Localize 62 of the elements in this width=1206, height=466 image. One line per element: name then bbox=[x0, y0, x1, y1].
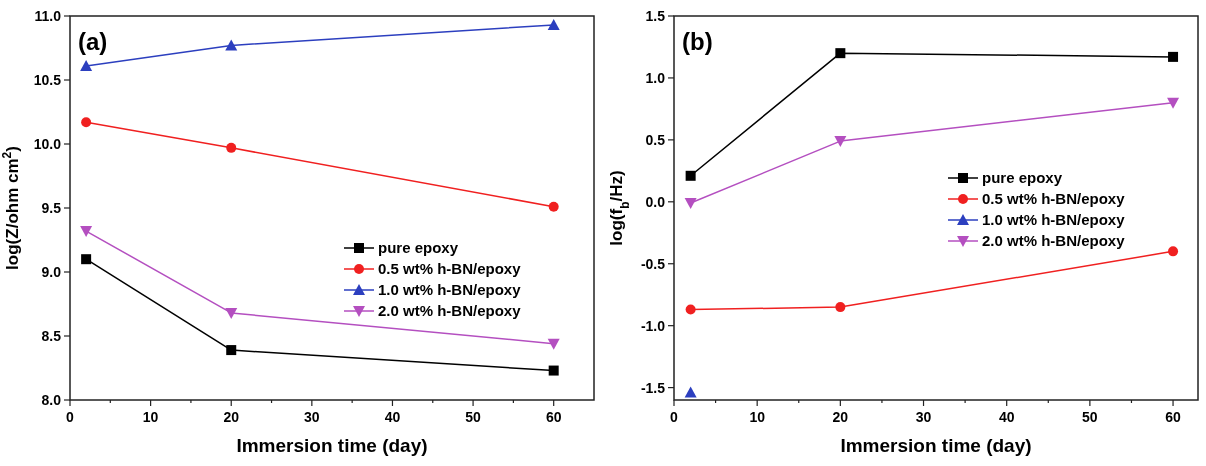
y-tick-label: 8.5 bbox=[41, 328, 62, 344]
y-tick-label: 10.5 bbox=[33, 72, 62, 88]
legend-label: 0.5 wt% h-BN/epoxy bbox=[982, 190, 1126, 207]
point bbox=[684, 198, 697, 210]
legend-label: 2.0 wt% h-BN/epoxy bbox=[378, 302, 522, 319]
legend-label: pure epoxy bbox=[378, 239, 459, 256]
x-tick-label: 60 bbox=[1165, 409, 1182, 425]
y-tick-label: -1.5 bbox=[640, 379, 666, 396]
point bbox=[834, 136, 847, 148]
point bbox=[548, 365, 559, 376]
x-tick-label: 40 bbox=[384, 409, 401, 425]
y-tick-label: 8.0 bbox=[41, 392, 62, 408]
point bbox=[685, 304, 696, 315]
x-tick-label: 10 bbox=[749, 409, 766, 425]
x-tick-label: 20 bbox=[832, 409, 849, 425]
point bbox=[226, 142, 237, 153]
x-axis-title: Immersion time (day) bbox=[236, 435, 428, 456]
x-tick-label: 10 bbox=[142, 409, 159, 425]
x-tick-label: 40 bbox=[998, 409, 1015, 425]
y-tick-label: 9.0 bbox=[41, 264, 62, 280]
annotation: (a) bbox=[78, 28, 108, 55]
point bbox=[835, 48, 846, 59]
legend-label: 0.5 wt% h-BN/epoxy bbox=[378, 260, 522, 277]
point bbox=[547, 18, 560, 30]
point bbox=[226, 345, 237, 356]
point bbox=[81, 117, 92, 128]
point bbox=[225, 39, 238, 51]
legend-label: 1.0 wt% h-BN/epoxy bbox=[378, 281, 522, 298]
point bbox=[81, 254, 92, 265]
annotation: (b) bbox=[682, 28, 713, 55]
x-tick-label: 60 bbox=[545, 409, 562, 425]
y-tick-label: 1.0 bbox=[645, 69, 666, 86]
point bbox=[685, 170, 696, 181]
point bbox=[225, 307, 238, 319]
point bbox=[80, 226, 93, 238]
point bbox=[684, 386, 697, 398]
y-tick-label: 1.5 bbox=[645, 8, 666, 24]
point bbox=[547, 338, 560, 350]
x-tick-label: 0 bbox=[66, 409, 75, 425]
x-tick-label: 30 bbox=[915, 409, 932, 425]
legend-label: 2.0 wt% h-BN/epoxy bbox=[982, 232, 1126, 249]
y-tick-label: 10.0 bbox=[33, 136, 62, 152]
point bbox=[80, 59, 93, 71]
y-tick-label: 9.5 bbox=[41, 200, 62, 216]
y-tick-label: 11.0 bbox=[34, 8, 62, 24]
legend-label: pure epoxy bbox=[982, 169, 1063, 186]
point bbox=[1168, 51, 1179, 62]
x-axis-title: Immersion time (day) bbox=[840, 435, 1032, 456]
y-tick-label: -1.0 bbox=[640, 317, 666, 334]
x-tick-label: 50 bbox=[465, 409, 482, 425]
x-tick-label: 20 bbox=[223, 409, 240, 425]
point bbox=[835, 302, 846, 313]
point bbox=[548, 201, 559, 212]
x-tick-label: 0 bbox=[670, 409, 679, 425]
x-tick-label: 30 bbox=[304, 409, 320, 425]
point bbox=[1167, 97, 1180, 109]
y-tick-label: 0.0 bbox=[645, 193, 666, 210]
y-tick-label: -0.5 bbox=[640, 255, 666, 272]
x-tick-label: 50 bbox=[1082, 409, 1098, 425]
legend-label: 1.0 wt% h-BN/epoxy bbox=[982, 211, 1126, 228]
y-tick-label: 0.5 bbox=[645, 131, 666, 148]
point bbox=[1168, 246, 1179, 257]
